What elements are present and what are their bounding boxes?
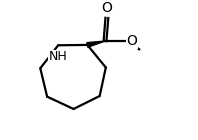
Polygon shape — [87, 41, 105, 47]
Text: NH: NH — [49, 50, 68, 63]
Text: O: O — [101, 1, 112, 15]
Text: O: O — [127, 34, 138, 48]
